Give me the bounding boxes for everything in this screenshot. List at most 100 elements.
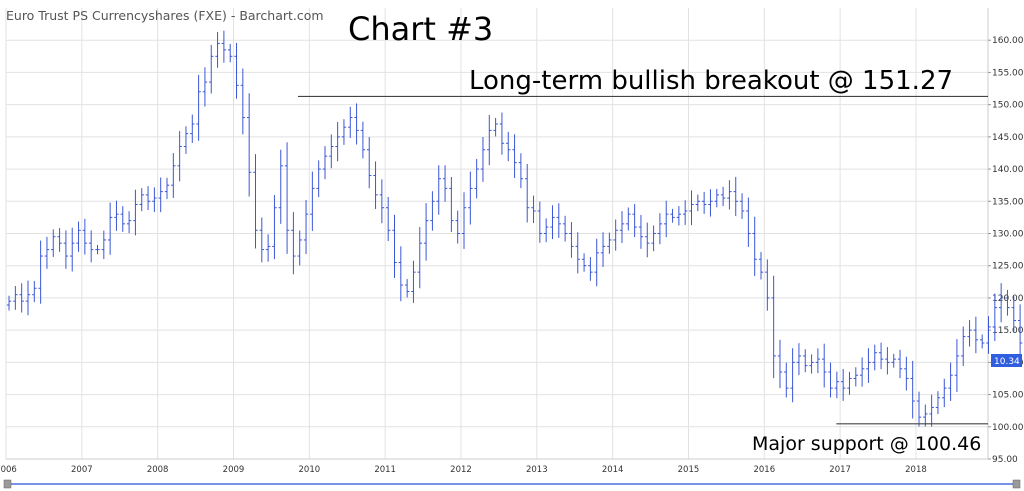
ohlc-bar [822,343,827,388]
ohlc-bar [714,188,719,208]
ohlc-bar [145,186,151,210]
time-scrollbar[interactable] [3,479,1021,489]
ohlc-bar [670,208,675,223]
ohlc-bar [158,177,163,213]
ohlc-bar [291,212,296,275]
ohlc-bar [979,334,985,349]
ohlc-bar [25,280,31,316]
y-tick-label: 105.00 [992,391,1024,401]
ohlc-bar [272,194,277,260]
y-tick-label: 140.00 [992,165,1024,175]
ohlc-bar [664,200,669,238]
ohlc-bar [385,197,391,242]
ohlc-bar [57,228,62,252]
ohlc-bar [209,44,214,94]
ohlc-bar [360,121,366,159]
ohlc-bar [765,259,770,311]
y-tick-label: 150.00 [992,101,1024,111]
ohlc-bar [133,189,138,236]
ohlc-bar [297,230,302,266]
ohlc-bar [834,371,840,399]
ohlc-bar [784,362,789,398]
ohlc-bar [689,190,694,226]
ohlc-bar [82,218,88,255]
ohlc-bar [771,275,776,379]
y-tick-label: 160.00 [992,36,1024,46]
ohlc-bar [392,214,397,278]
ohlc-bar [404,279,410,298]
ohlc-bar [487,114,492,166]
x-tick-label: 2006 [0,465,17,475]
ohlc-bar [569,222,574,258]
ohlc-bar [316,160,321,198]
ohlc-bar [632,204,637,238]
y-tick-label: 155.00 [992,68,1024,78]
x-tick-label: 2007 [71,465,93,475]
resistance-annotation-label: Long-term bullish breakout @ 151.27 [469,66,953,96]
ohlc-bar [651,225,656,252]
ohlc-bar [1011,296,1016,332]
ohlc-bar [461,192,467,249]
x-tick-label: 2017 [829,465,851,475]
ohlc-bar [885,347,890,375]
y-tick-label: 100.00 [992,423,1024,433]
ohlc-bar [202,67,208,107]
ohlc-bar [183,126,189,154]
ohlc-bar [234,42,239,99]
last-price-badge-background [991,354,1022,367]
ohlc-bar [803,349,808,373]
ohlc-bar [95,244,100,255]
ohlc-bar [246,93,252,197]
y-tick-label: 130.00 [992,230,1024,240]
ohlc-bar [196,74,201,141]
ohlc-bar [543,218,549,243]
ohlc-bar [916,391,922,427]
ohlc-bar [935,391,941,415]
x-tick-label: 2009 [223,465,245,475]
ohlc-bar [657,213,663,245]
ohlc-bar [430,191,435,231]
ohlc-bar [815,348,821,374]
scrollbar-right-handle[interactable] [1012,479,1021,489]
ohlc-series [6,30,1023,427]
ohlc-bar [891,353,896,368]
ohlc-bar [910,360,915,419]
ohlc-bar [499,112,505,155]
ohlc-bar [423,203,429,261]
ohlc-bar [992,293,998,342]
ohlc-bar [139,188,144,212]
ohlc-bar [303,200,309,255]
ohlc-bar [114,200,119,231]
x-tick-label: 2016 [753,465,775,475]
ohlc-bar [954,339,960,393]
ohlc-bar [177,131,182,182]
ohlc-bar [575,232,580,274]
ohlc-bar [512,134,517,179]
ohlc-bar [455,210,460,244]
ohlc-bar [171,153,176,198]
scrollbar-left-handle[interactable] [3,479,12,489]
x-tick-label: 2012 [450,465,472,475]
x-tick-label: 2015 [678,465,700,475]
ohlc-bar [417,227,422,289]
ohlc-bar [120,206,125,232]
ohlc-bar [859,357,865,387]
ohlc-bar [588,257,593,281]
ohlc-bar [638,214,644,249]
x-tick-label: 2010 [299,465,321,475]
ohlc-bar [866,348,871,383]
ohlc-bar [88,230,94,263]
ohlc-bar [948,362,953,401]
ohlc-bar [284,142,290,254]
ohlc-bar [676,206,682,226]
ohlc-bar [923,404,928,427]
ohlc-bar [708,189,713,217]
ohlc-bar [594,238,599,287]
ohlc-bar [942,378,947,408]
y-tick-label: 135.00 [992,197,1024,207]
ohlc-bar [341,119,347,145]
ohlc-bar [411,260,416,303]
ohlc-bar [265,234,271,262]
ohlc-bar [727,180,732,210]
